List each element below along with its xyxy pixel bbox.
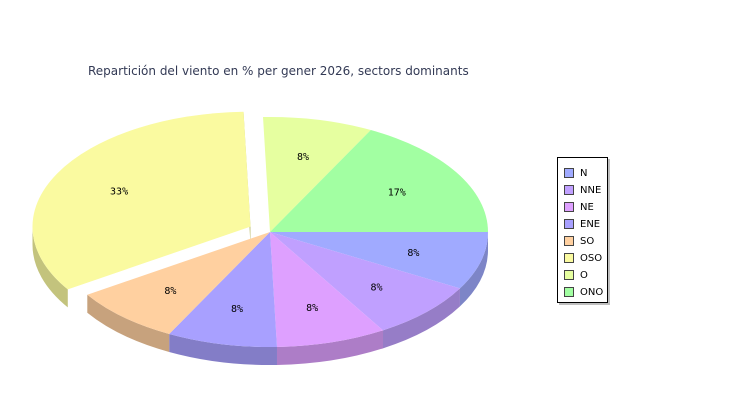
data-label-nne: 8% [370,282,382,293]
pie-slice-side-nne [383,288,460,349]
pie-slice-oso [32,111,251,290]
legend-swatch-n [564,168,574,178]
legend-item-ne: NE [564,200,594,214]
legend-swatch-ene [564,219,574,229]
legend-label-ne: NE [580,201,594,213]
legend-label-n: N [580,167,588,179]
pie-slice-side-ene [169,333,277,365]
legend-label-oso: OSO [580,252,603,264]
legend-label-ono: ONO [580,286,604,298]
legend-swatch-nne [564,185,574,195]
legend-label-ene: ENE [580,218,601,230]
legend-item-o: O [564,268,588,282]
pie-slice-ne [270,232,384,347]
pie-slice-o [263,116,371,232]
pie-slice-side-so [87,294,170,352]
chart-legend: N NNE NE ENE SO OSO O ONO [557,157,608,303]
legend-swatch-ono [564,287,574,297]
data-label-o: 8% [297,152,309,163]
data-label-ne: 8% [306,303,318,314]
pie-slice-side-ne [276,330,384,365]
pie-slice-ono [270,130,488,232]
legend-item-so: SO [564,234,594,248]
pie-slice-nne [270,232,460,331]
legend-item-nne: NNE [564,183,601,197]
legend-item-oso: OSO [564,251,602,265]
legend-label-nne: NNE [580,184,602,196]
pie-slice-side-n [459,232,488,307]
legend-label-so: SO [580,235,595,247]
legend-swatch-oso [564,253,574,263]
data-label-ene: 8% [231,304,243,315]
legend-swatch-ne [564,202,574,212]
chart-title: Repartición del viento en % per gener 20… [88,64,469,78]
data-label-n: 8% [407,248,419,259]
data-label-ono: 17% [388,187,406,198]
legend-item-n: N [564,166,587,180]
legend-item-ono: ONO [564,285,603,299]
legend-label-o: O [580,269,588,281]
data-label-oso: 33% [110,186,128,197]
pie-slice-n [270,232,488,289]
data-label-so: 8% [164,286,176,297]
legend-swatch-o [564,270,574,280]
legend-swatch-so [564,236,574,246]
pie-slice-so [87,232,271,334]
legend-item-ene: ENE [564,217,600,231]
pie-slice-ene [169,232,277,347]
pie-slice-side-oso [32,226,68,308]
